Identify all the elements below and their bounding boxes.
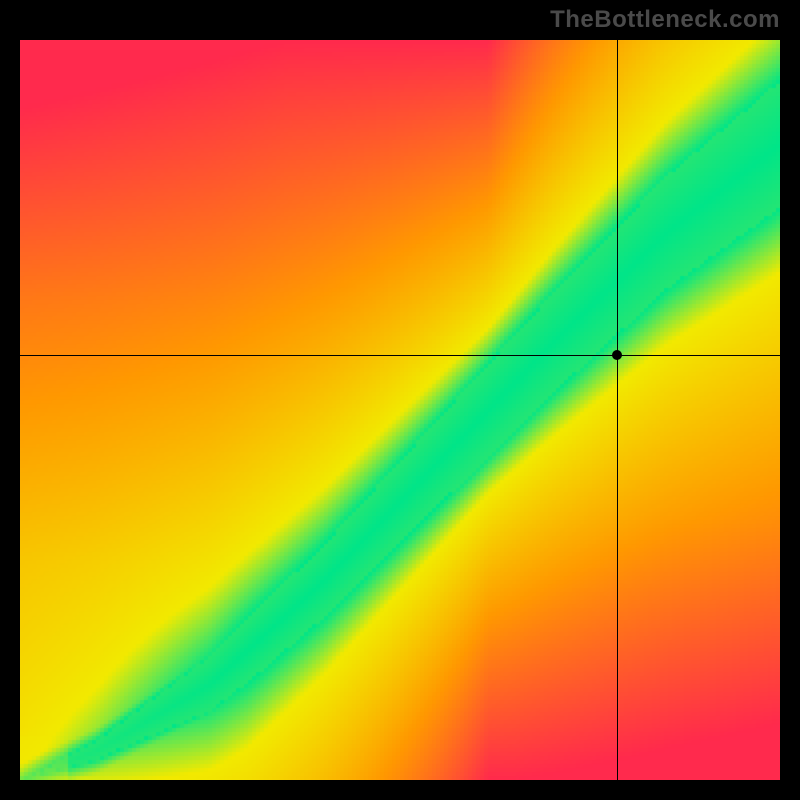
crosshair-vertical xyxy=(617,40,618,780)
plot-area xyxy=(20,40,780,780)
chart-outer: TheBottleneck.com xyxy=(0,0,800,800)
marker-dot xyxy=(612,350,622,360)
heatmap-canvas xyxy=(20,40,780,780)
watermark-text: TheBottleneck.com xyxy=(550,0,780,40)
crosshair-horizontal xyxy=(20,355,780,356)
